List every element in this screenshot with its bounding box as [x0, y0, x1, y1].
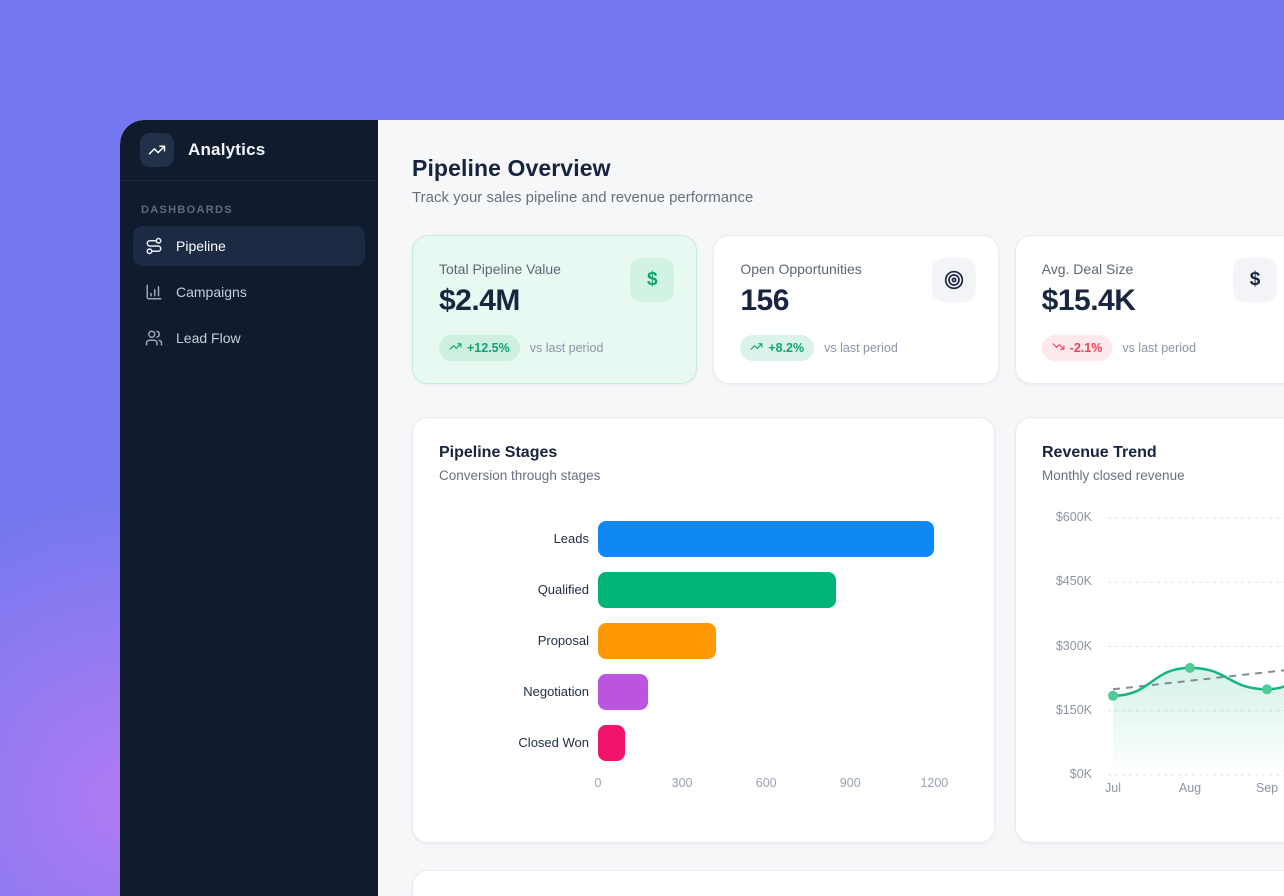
y-tick-label: $450K [1055, 574, 1092, 589]
target-icon [931, 258, 976, 302]
sidebar: Analytics DASHBOARDS Pipeline Campaigns Le… [120, 120, 378, 896]
delta-badge: +8.2% [740, 335, 815, 361]
x-tick-label: 900 [839, 776, 861, 790]
sidebar-item-label: Campaigns [176, 284, 247, 300]
sidebar-item-campaigns[interactable]: Campaigns [133, 272, 365, 312]
sidebar-item-label: Pipeline [176, 238, 226, 254]
bar [598, 623, 716, 659]
main-content: Pipeline Overview Track your sales pipel… [378, 120, 1284, 896]
kpi-label: Open Opportunities [740, 261, 862, 277]
bar-label: Negotiation [523, 683, 589, 699]
x-tick-label: Jul [1105, 781, 1121, 795]
app-window: Analytics DASHBOARDS Pipeline Campaigns Le… [120, 120, 1284, 896]
bar-row: Closed Won [439, 725, 968, 761]
bar-label: Qualified [537, 581, 589, 597]
bar-label: Leads [553, 530, 589, 546]
line-chart-plot: Jul Aug Sep [1105, 513, 1284, 795]
app-logo: Analytics [120, 120, 378, 180]
app-title: Analytics [188, 140, 266, 159]
chart-subtitle: Conversion through stages [439, 468, 601, 483]
kpi-card-avg-deal-size: Avg. Deal Size $15.4K $ -2.1% vs last pe… [1014, 235, 1284, 384]
kpi-row: Total Pipeline Value $2.4M $ +12.5% vs l… [412, 235, 1284, 384]
delta-note: vs last period [529, 341, 604, 355]
x-tick-label: 600 [755, 776, 777, 790]
sidebar-item-label: Lead Flow [176, 330, 241, 346]
bottom-card-partial [412, 870, 1284, 896]
y-tick-label: $300K [1055, 638, 1092, 653]
kpi-label: Total Pipeline Value [439, 261, 561, 277]
bar-row: Negotiation [439, 674, 968, 710]
x-tick-label: 0 [594, 776, 602, 790]
kpi-delta-row: +8.2% vs last period [740, 335, 971, 361]
bar [598, 572, 837, 608]
bar-track [598, 521, 968, 557]
y-tick-label: $150K [1055, 702, 1092, 717]
line-chart: $600K $450K $300K $150K $0K Jul Aug Sep [1042, 510, 1284, 795]
bar-track [598, 725, 968, 761]
x-tick-label: Sep [1255, 781, 1279, 795]
kpi-value: $2.4M [439, 284, 520, 317]
page-subtitle: Track your sales pipeline and revenue pe… [412, 189, 754, 206]
delta-value: -2.1% [1069, 341, 1103, 355]
bar-row: Leads [439, 521, 968, 557]
trending-up-icon [140, 133, 174, 167]
kpi-card-total-pipeline-value: Total Pipeline Value $2.4M $ +12.5% vs l… [412, 235, 698, 384]
bar-label: Proposal [537, 632, 589, 648]
chart-title: Revenue Trend [1042, 444, 1157, 461]
bar-chart-x-axis: 0 300 600 900 1200 [594, 776, 968, 794]
sidebar-nav: Pipeline Campaigns Lead Flow [120, 226, 378, 358]
chart-subtitle: Monthly closed revenue [1042, 468, 1185, 483]
chart-title: Pipeline Stages [439, 444, 558, 461]
divider [120, 180, 378, 181]
revenue-line-svg [1108, 517, 1284, 776]
page-title: Pipeline Overview [412, 155, 611, 181]
kpi-card-open-opportunities: Open Opportunities 156 +8.2% vs last per… [713, 235, 999, 384]
bar-label: Closed Won [518, 734, 589, 750]
delta-badge: +12.5% [439, 335, 520, 361]
bar-chart: Leads Qualified Proposal Negotiation Closed … [439, 521, 968, 761]
bar-track [598, 674, 968, 710]
kpi-delta-row: +12.5% vs last period [439, 335, 670, 361]
delta-note: vs last period [824, 341, 898, 355]
chart-column-icon [145, 283, 163, 301]
trending-down-icon [1052, 340, 1065, 356]
delta-value: +8.2% [768, 341, 805, 355]
bar-track [598, 623, 968, 659]
x-tick-label: Aug [1178, 781, 1202, 795]
trending-up-icon [449, 340, 462, 356]
y-tick-label: $0K [1069, 767, 1092, 781]
bar-track [598, 572, 968, 608]
charts-row: Pipeline Stages Conversion through stage… [412, 417, 1284, 843]
revenue-trend-card: Revenue Trend Monthly closed revenue $60… [1015, 417, 1284, 843]
pipeline-stages-card: Pipeline Stages Conversion through stage… [412, 417, 995, 843]
dollar-icon: $ [1233, 258, 1277, 302]
delta-badge: -2.1% [1041, 335, 1113, 361]
users-icon [145, 329, 163, 347]
sidebar-section-label: DASHBOARDS [141, 204, 233, 216]
kpi-label: Avg. Deal Size [1041, 261, 1134, 277]
bar [598, 674, 649, 710]
delta-note: vs last period [1122, 341, 1196, 355]
y-tick-label: $600K [1055, 510, 1092, 524]
trending-up-icon [750, 340, 763, 356]
bar [598, 725, 625, 761]
sidebar-item-lead-flow[interactable]: Lead Flow [133, 318, 365, 358]
line-chart-y-axis: $600K $450K $300K $150K $0K [1042, 510, 1100, 781]
dollar-icon: $ [630, 258, 675, 302]
x-tick-label: 1200 [920, 776, 949, 790]
route-icon [145, 237, 163, 255]
delta-value: +12.5% [467, 341, 510, 355]
sidebar-item-pipeline[interactable]: Pipeline [133, 226, 365, 266]
kpi-delta-row: -2.1% vs last period [1041, 335, 1273, 361]
bar [598, 521, 935, 557]
bar-row: Qualified [439, 572, 968, 608]
bar-row: Proposal [439, 623, 968, 659]
kpi-value: 156 [740, 284, 789, 317]
x-tick-label: 300 [671, 776, 693, 790]
kpi-value: $15.4K [1041, 284, 1136, 317]
